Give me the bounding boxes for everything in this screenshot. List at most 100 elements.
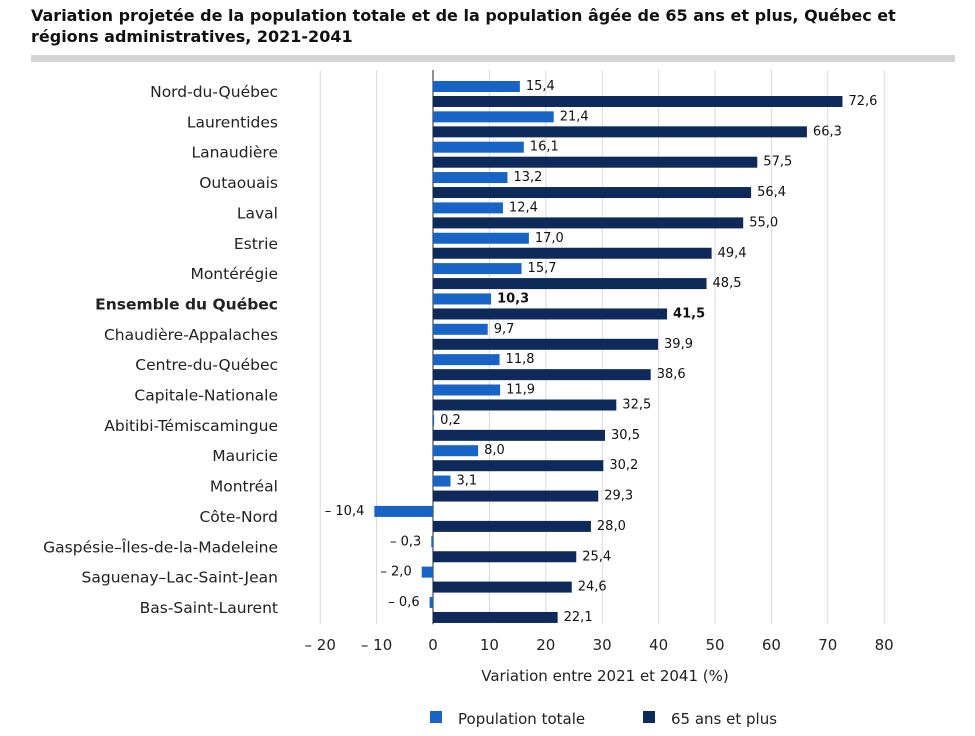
bar-65-ans-et-plus-centre-du-quebec xyxy=(433,369,651,381)
value-label: 28,0 xyxy=(597,519,626,534)
bar-population-totale-cote-nord xyxy=(374,505,433,517)
value-label: 10,3 xyxy=(497,291,529,306)
value-label: 13,2 xyxy=(513,170,542,185)
bar-population-totale-monteregie xyxy=(433,263,522,275)
value-label: 48,5 xyxy=(713,276,742,291)
value-label: 56,4 xyxy=(757,185,786,200)
bar-population-totale-mauricie xyxy=(433,445,479,457)
bar-65-ans-et-plus-mauricie xyxy=(433,460,604,472)
chart-title: Variation projetée de la population tota… xyxy=(31,6,896,46)
category-label: Laval xyxy=(237,204,278,222)
value-label: 8,0 xyxy=(484,443,505,458)
value-label: 39,9 xyxy=(664,337,693,352)
x-tick-label: 70 xyxy=(818,636,837,654)
bar-population-totale-outaouais xyxy=(433,172,508,184)
bar-65-ans-et-plus-ensemble-du-quebec xyxy=(433,308,668,320)
value-label: 21,4 xyxy=(560,109,589,124)
bar-population-totale-gaspesie-iles-de-la-madeleine xyxy=(431,536,433,548)
category-label: Chaudière-Appalaches xyxy=(104,326,278,344)
value-label: 11,8 xyxy=(506,352,535,367)
bar-65-ans-et-plus-monteregie xyxy=(433,278,707,290)
value-label: 66,3 xyxy=(813,124,842,139)
category-label: Outaouais xyxy=(199,174,278,192)
x-axis-label: Variation entre 2021 et 2041 (%) xyxy=(481,667,729,685)
value-label: 16,1 xyxy=(530,140,559,155)
x-tick-labels: – 20 – 10 0 10 20 30 40 50 60 70 80 xyxy=(305,636,894,654)
category-label: Saguenay–Lac-Saint-Jean xyxy=(82,569,278,587)
bar-population-totale-ensemble-du-quebec xyxy=(433,293,492,305)
bar-65-ans-et-plus-laval xyxy=(433,217,744,229)
bar-population-totale-estrie xyxy=(433,232,529,244)
value-label: 11,9 xyxy=(506,383,535,398)
bars xyxy=(374,81,843,623)
gridlines xyxy=(319,70,885,625)
bar-65-ans-et-plus-bas-saint-laurent xyxy=(433,611,558,623)
value-label: 41,5 xyxy=(673,306,705,321)
value-label: 38,6 xyxy=(657,367,686,382)
bar-65-ans-et-plus-gaspesie-iles-de-la-madeleine xyxy=(433,551,577,563)
legend-label-population-totale: Population totale xyxy=(458,710,585,728)
bar-65-ans-et-plus-laurentides xyxy=(433,126,807,138)
category-labels: Nord-du-Québec Laurentides Lanaudière Outao… xyxy=(43,83,278,617)
legend-swatch-population-totale xyxy=(430,711,442,723)
x-tick-label: 30 xyxy=(593,636,612,654)
x-tick-label: 0 xyxy=(428,636,438,654)
category-label: Côte-Nord xyxy=(199,508,278,526)
value-label: 15,7 xyxy=(528,261,557,276)
category-label: Bas-Saint-Laurent xyxy=(140,599,278,617)
x-tick-label: – 10 xyxy=(361,636,392,654)
value-label: 30,2 xyxy=(609,458,638,473)
value-label: 57,5 xyxy=(763,155,792,170)
bar-65-ans-et-plus-outaouais xyxy=(433,187,752,199)
value-label: – 0,3 xyxy=(390,534,421,549)
value-label: 55,0 xyxy=(749,215,778,230)
bar-population-totale-lanaudiere xyxy=(433,141,524,153)
bar-65-ans-et-plus-estrie xyxy=(433,247,712,259)
bar-population-totale-chaudiere-appalaches xyxy=(433,323,488,335)
legend-swatch-65-ans-et-plus xyxy=(643,711,655,723)
x-tick-label: 40 xyxy=(649,636,668,654)
x-tick-label: 50 xyxy=(705,636,724,654)
bar-population-totale-centre-du-quebec xyxy=(433,354,500,366)
bar-population-totale-laurentides xyxy=(433,111,554,123)
bar-population-totale-capitale-nationale xyxy=(433,384,501,396)
bar-population-totale-bas-saint-laurent xyxy=(429,596,433,608)
value-label: 24,6 xyxy=(578,580,607,595)
value-labels: 15,4 72,6 21,4 66,3 16,1 57,5 13,2 56,4 12,4 55,0… xyxy=(325,79,878,625)
value-label: – 10,4 xyxy=(325,504,365,519)
bar-65-ans-et-plus-montreal xyxy=(433,490,599,502)
category-label: Centre-du-Québec xyxy=(135,356,278,374)
bar-population-totale-abitibi-temiscamingue xyxy=(433,414,435,426)
value-label: 22,1 xyxy=(564,610,593,625)
bar-population-totale-montreal xyxy=(433,475,451,487)
value-label: 30,5 xyxy=(611,428,640,443)
category-label: Nord-du-Québec xyxy=(150,83,278,101)
x-tick-label: – 20 xyxy=(305,636,336,654)
value-label: – 0,6 xyxy=(388,595,419,610)
legend: Population totale 65 ans et plus xyxy=(430,710,777,728)
x-tick-label: 20 xyxy=(536,636,555,654)
bar-65-ans-et-plus-chaudiere-appalaches xyxy=(433,338,659,350)
x-tick-label: 80 xyxy=(875,636,894,654)
value-label: 3,1 xyxy=(456,474,477,489)
value-label: 15,4 xyxy=(526,79,555,94)
value-label: 49,4 xyxy=(718,246,747,261)
category-label: Gaspésie–Îles-de-la-Madeleine xyxy=(43,537,278,556)
x-tick-label: 60 xyxy=(762,636,781,654)
bar-65-ans-et-plus-saguenay-lac-saint-jean xyxy=(433,581,572,593)
category-label: Estrie xyxy=(234,235,278,253)
bar-population-totale-laval xyxy=(433,202,503,214)
category-label: Capitale-Nationale xyxy=(134,387,278,405)
value-label: 0,2 xyxy=(440,413,461,428)
value-label: 29,3 xyxy=(604,489,633,504)
value-label: 25,4 xyxy=(582,549,611,564)
bar-65-ans-et-plus-cote-nord xyxy=(433,520,591,532)
category-label: Ensemble du Québec xyxy=(95,295,278,313)
category-label: Montréal xyxy=(210,478,278,496)
value-label: 32,5 xyxy=(622,398,651,413)
category-label: Montérégie xyxy=(190,265,278,283)
category-label: Abitibi-Témiscamingue xyxy=(104,417,278,435)
title-rule xyxy=(31,55,955,62)
value-label: 72,6 xyxy=(848,94,877,109)
